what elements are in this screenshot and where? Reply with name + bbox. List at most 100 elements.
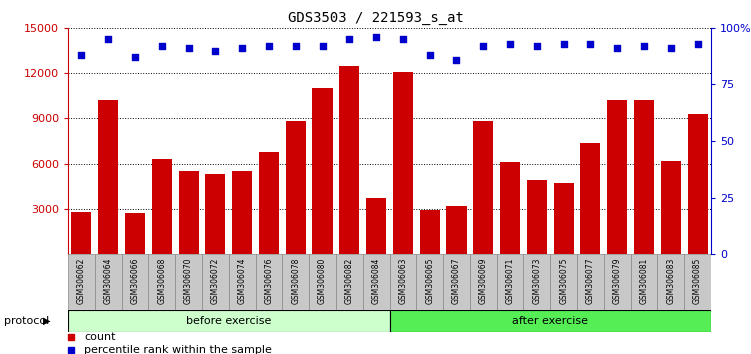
Text: GSM306078: GSM306078 [291, 257, 300, 304]
Bar [259, 152, 279, 254]
Bar [125, 213, 145, 254]
Text: GSM306067: GSM306067 [452, 257, 461, 304]
Text: count: count [84, 332, 116, 342]
Point [558, 41, 570, 47]
Bar [205, 174, 225, 254]
Text: GSM306065: GSM306065 [425, 257, 434, 304]
Text: GSM306076: GSM306076 [264, 257, 273, 304]
Bar [631, 254, 657, 319]
Bar [232, 171, 252, 254]
Point [290, 43, 302, 49]
Point [102, 36, 114, 42]
Bar [446, 206, 466, 254]
Bar [366, 198, 386, 254]
Bar [336, 254, 363, 319]
Text: GSM306075: GSM306075 [559, 257, 569, 304]
Point [236, 46, 248, 51]
Point [263, 43, 275, 49]
Point [182, 46, 195, 51]
Point [531, 43, 543, 49]
Bar [416, 254, 443, 319]
Text: GSM306069: GSM306069 [479, 257, 487, 304]
Bar [684, 254, 711, 319]
Bar [553, 183, 574, 254]
Bar [152, 159, 172, 254]
Bar [661, 161, 681, 254]
Bar [309, 254, 336, 319]
Bar [550, 254, 577, 319]
Text: GSM306073: GSM306073 [532, 257, 541, 304]
Text: GSM306085: GSM306085 [693, 257, 702, 304]
Bar [607, 100, 627, 254]
Text: GSM306064: GSM306064 [104, 257, 113, 304]
Bar [420, 210, 440, 254]
Text: protocol: protocol [4, 316, 49, 326]
Bar [175, 254, 202, 319]
Text: GSM306077: GSM306077 [586, 257, 595, 304]
Bar [363, 254, 390, 319]
Bar [443, 254, 470, 319]
Point [638, 43, 650, 49]
Text: GSM306074: GSM306074 [237, 257, 246, 304]
Bar [473, 121, 493, 254]
Bar [282, 254, 309, 319]
Text: GSM306071: GSM306071 [505, 257, 514, 304]
Point [451, 57, 463, 62]
Point [75, 52, 87, 58]
Text: GSM306084: GSM306084 [372, 257, 381, 304]
Bar [339, 65, 360, 254]
Point [424, 52, 436, 58]
Bar [393, 72, 413, 254]
Text: GSM306072: GSM306072 [211, 257, 220, 304]
Text: GSM306079: GSM306079 [613, 257, 622, 304]
Point [692, 41, 704, 47]
Text: GSM306082: GSM306082 [345, 257, 354, 303]
Text: GDS3503 / 221593_s_at: GDS3503 / 221593_s_at [288, 11, 463, 25]
Bar [179, 171, 198, 254]
Text: ▶: ▶ [43, 316, 50, 326]
Bar [390, 254, 416, 319]
Text: GSM306083: GSM306083 [666, 257, 675, 304]
Text: before exercise: before exercise [186, 316, 271, 326]
Point [584, 41, 596, 47]
Point [478, 43, 490, 49]
Point [504, 41, 516, 47]
Text: GSM306066: GSM306066 [131, 257, 140, 304]
Bar [229, 254, 255, 319]
Point [210, 48, 222, 53]
Bar [285, 121, 306, 254]
Bar [312, 88, 333, 254]
Bar [470, 254, 496, 319]
Point [397, 36, 409, 42]
Bar [577, 254, 604, 319]
Bar [523, 254, 550, 319]
Point [155, 43, 167, 49]
Bar [68, 254, 95, 319]
Text: GSM306081: GSM306081 [640, 257, 649, 303]
Bar [255, 254, 282, 319]
Point [611, 46, 623, 51]
Bar [581, 143, 601, 254]
Bar [71, 212, 92, 254]
Text: GSM306080: GSM306080 [318, 257, 327, 304]
Text: GSM306062: GSM306062 [77, 257, 86, 304]
Bar [657, 254, 684, 319]
Bar [122, 254, 149, 319]
Point [129, 55, 141, 60]
Text: GSM306063: GSM306063 [398, 257, 407, 304]
Point [343, 36, 355, 42]
Bar [95, 254, 122, 319]
Bar [500, 162, 520, 254]
Text: percentile rank within the sample: percentile rank within the sample [84, 345, 272, 354]
Text: GSM306070: GSM306070 [184, 257, 193, 304]
Point [316, 43, 328, 49]
Bar [526, 180, 547, 254]
Bar [68, 310, 390, 332]
Text: after exercise: after exercise [512, 316, 588, 326]
Bar [98, 100, 118, 254]
Bar [390, 310, 711, 332]
Text: GSM306068: GSM306068 [157, 257, 166, 304]
Bar [202, 254, 229, 319]
Point [370, 34, 382, 40]
Bar [496, 254, 523, 319]
